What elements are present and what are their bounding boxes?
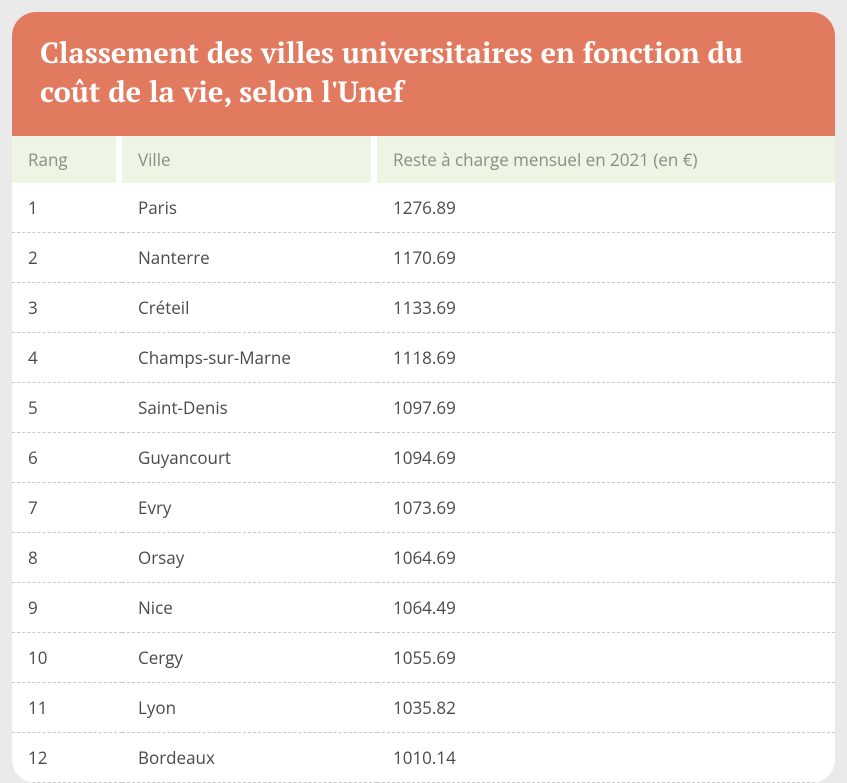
table-row: 3Créteil1133.69 [12, 283, 835, 333]
table-row: 5Saint-Denis1097.69 [12, 383, 835, 433]
cell-cost: 1170.69 [377, 233, 835, 283]
cell-rang: 6 [12, 433, 122, 483]
table-row: 8Orsay1064.69 [12, 533, 835, 583]
cell-rang: 3 [12, 283, 122, 333]
cell-ville: Bordeaux [122, 733, 377, 783]
cell-rang: 4 [12, 333, 122, 383]
table-row: 6Guyancourt1094.69 [12, 433, 835, 483]
cell-cost: 1097.69 [377, 383, 835, 433]
cell-ville: Lyon [122, 683, 377, 733]
table-container: Rang Ville Reste à charge mensuel en 202… [12, 136, 835, 783]
cell-ville: Evry [122, 483, 377, 533]
cell-rang: 2 [12, 233, 122, 283]
cell-rang: 10 [12, 633, 122, 683]
cell-rang: 12 [12, 733, 122, 783]
cell-rang: 7 [12, 483, 122, 533]
cell-cost: 1010.14 [377, 733, 835, 783]
cell-ville: Orsay [122, 533, 377, 583]
table-row: 9Nice1064.49 [12, 583, 835, 633]
table-row: 2Nanterre1170.69 [12, 233, 835, 283]
cell-ville: Saint-Denis [122, 383, 377, 433]
ranking-card: Classement des villes universitaires en … [12, 12, 835, 783]
cell-rang: 11 [12, 683, 122, 733]
table-row: 4Champs-sur-Marne1118.69 [12, 333, 835, 383]
ranking-table: Rang Ville Reste à charge mensuel en 202… [12, 136, 835, 783]
table-row: 1Paris1276.89 [12, 183, 835, 233]
cell-cost: 1118.69 [377, 333, 835, 383]
cell-rang: 5 [12, 383, 122, 433]
cell-cost: 1094.69 [377, 433, 835, 483]
cell-cost: 1055.69 [377, 633, 835, 683]
card-title: Classement des villes universitaires en … [12, 12, 835, 136]
table-row: 7Evry1073.69 [12, 483, 835, 533]
cell-ville: Nice [122, 583, 377, 633]
cell-rang: 8 [12, 533, 122, 583]
cell-ville: Cergy [122, 633, 377, 683]
col-header-cost: Reste à charge mensuel en 2021 (en €) [377, 136, 835, 183]
cell-cost: 1064.49 [377, 583, 835, 633]
col-header-rang: Rang [12, 136, 122, 183]
table-row: 11Lyon1035.82 [12, 683, 835, 733]
cell-rang: 9 [12, 583, 122, 633]
cell-cost: 1276.89 [377, 183, 835, 233]
cell-cost: 1073.69 [377, 483, 835, 533]
cell-ville: Champs-sur-Marne [122, 333, 377, 383]
cell-ville: Guyancourt [122, 433, 377, 483]
table-row: 12Bordeaux1010.14 [12, 733, 835, 783]
cell-cost: 1064.69 [377, 533, 835, 583]
cell-rang: 1 [12, 183, 122, 233]
cell-cost: 1035.82 [377, 683, 835, 733]
cell-cost: 1133.69 [377, 283, 835, 333]
col-header-ville: Ville [122, 136, 377, 183]
cell-ville: Créteil [122, 283, 377, 333]
table-row: 10Cergy1055.69 [12, 633, 835, 683]
table-header-row: Rang Ville Reste à charge mensuel en 202… [12, 136, 835, 183]
table-body: 1Paris1276.89 2Nanterre1170.69 3Créteil1… [12, 183, 835, 783]
cell-ville: Paris [122, 183, 377, 233]
cell-ville: Nanterre [122, 233, 377, 283]
